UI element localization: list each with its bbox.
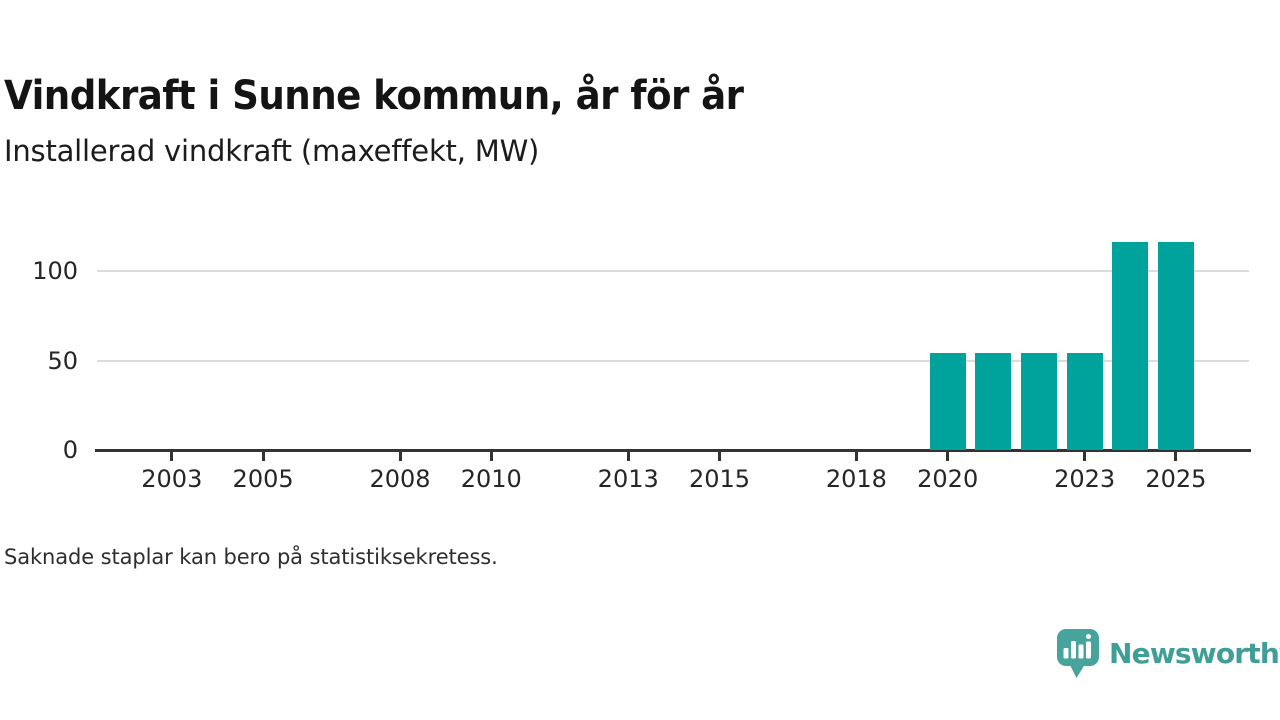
gridline-50 bbox=[97, 359, 1249, 362]
bar-2024 bbox=[1112, 242, 1149, 450]
chart-title: Vindkraft i Sunne kommun, år för år bbox=[4, 72, 744, 119]
x-axis-label-2023: 2023 bbox=[1054, 465, 1116, 493]
x-tick-2005 bbox=[261, 452, 265, 461]
x-axis-line bbox=[95, 449, 1251, 452]
x-tick-2020 bbox=[946, 452, 950, 461]
footnote: Saknade staplar kan bero på statistiksek… bbox=[4, 545, 498, 569]
x-axis-label-2025: 2025 bbox=[1145, 465, 1207, 493]
newsworthy-branding: Newsworthy bbox=[1056, 628, 1280, 680]
x-axis-label-2005: 2005 bbox=[232, 465, 294, 493]
bar-2023 bbox=[1066, 353, 1103, 450]
x-tick-2013 bbox=[626, 452, 630, 461]
x-tick-2003 bbox=[170, 452, 174, 461]
x-tick-2008 bbox=[398, 452, 402, 461]
x-tick-2025 bbox=[1174, 452, 1178, 461]
x-axis-label-2010: 2010 bbox=[460, 465, 522, 493]
x-axis-label-2018: 2018 bbox=[825, 465, 887, 493]
y-axis-label-0: 0 bbox=[62, 436, 78, 464]
x-axis-label-2003: 2003 bbox=[141, 465, 203, 493]
gridline-100 bbox=[97, 270, 1249, 272]
x-axis-label-2008: 2008 bbox=[369, 465, 431, 493]
bar-2025 bbox=[1157, 242, 1194, 450]
chart-subtitle: Installerad vindkraft (maxeffekt, MW) bbox=[4, 134, 540, 168]
x-tick-2023 bbox=[1083, 452, 1087, 461]
newsworthy-wordmark: Newsworthy bbox=[1109, 637, 1280, 670]
newsworthy-logo-icon bbox=[1057, 629, 1099, 678]
x-tick-2015 bbox=[718, 452, 721, 461]
x-axis-label-2020: 2020 bbox=[917, 465, 979, 493]
x-axis-label-2013: 2013 bbox=[597, 465, 659, 493]
bar-2022 bbox=[1020, 353, 1057, 450]
y-axis-label-50: 50 bbox=[47, 346, 78, 375]
bar-2020 bbox=[929, 353, 966, 450]
y-axis-label-100: 100 bbox=[32, 257, 78, 285]
plot-area bbox=[97, 225, 1249, 450]
x-axis-label-2015: 2015 bbox=[688, 465, 751, 493]
bar-2021 bbox=[975, 353, 1012, 450]
x-tick-2018 bbox=[854, 452, 858, 461]
x-tick-2010 bbox=[489, 452, 493, 461]
